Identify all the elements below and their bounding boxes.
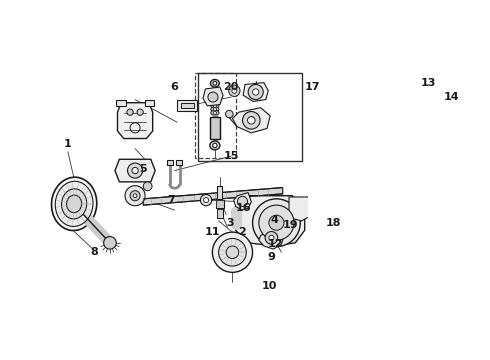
Ellipse shape [213,90,217,94]
Ellipse shape [211,96,219,102]
Polygon shape [236,196,305,246]
Bar [217,209,223,218]
Text: 7: 7 [167,195,175,205]
Bar [167,160,173,165]
Ellipse shape [67,195,82,213]
Ellipse shape [210,141,220,150]
Text: 13: 13 [421,78,436,87]
Circle shape [104,237,116,249]
Circle shape [259,205,294,240]
Circle shape [252,89,259,95]
Text: 3: 3 [227,218,234,228]
Circle shape [219,238,246,266]
Ellipse shape [213,81,217,85]
Bar [181,103,194,108]
Ellipse shape [213,94,217,97]
Polygon shape [203,87,223,106]
Bar [176,160,182,165]
Ellipse shape [51,177,97,230]
Circle shape [127,163,143,178]
Ellipse shape [213,101,217,104]
Text: 18: 18 [325,218,341,228]
Circle shape [269,235,274,240]
Circle shape [203,198,209,203]
Polygon shape [259,229,284,249]
Text: 15: 15 [223,151,239,161]
Circle shape [132,167,138,174]
Text: 6: 6 [171,82,178,92]
Ellipse shape [211,80,219,87]
Circle shape [247,117,255,124]
Ellipse shape [213,111,217,114]
Polygon shape [143,188,283,205]
Circle shape [143,182,152,191]
Circle shape [225,110,233,118]
Polygon shape [118,103,153,139]
Circle shape [125,186,145,206]
Circle shape [127,109,133,115]
Polygon shape [232,108,270,133]
Ellipse shape [211,110,219,115]
Circle shape [133,194,137,198]
Text: 9: 9 [268,252,275,262]
Text: 16: 16 [236,203,251,213]
Circle shape [137,109,143,115]
Circle shape [226,246,239,258]
Text: 17: 17 [305,82,320,92]
Ellipse shape [211,90,219,95]
Text: 19: 19 [282,220,298,230]
Bar [177,100,197,111]
Circle shape [212,232,252,273]
Circle shape [238,196,247,206]
Text: 5: 5 [140,164,147,174]
Circle shape [269,215,284,230]
Ellipse shape [211,93,219,98]
Circle shape [265,231,278,244]
Circle shape [130,191,140,201]
Polygon shape [243,82,268,102]
Ellipse shape [213,104,217,107]
Polygon shape [289,197,313,221]
Circle shape [248,85,263,100]
Polygon shape [116,100,125,106]
Text: 10: 10 [261,280,276,291]
Text: 1: 1 [64,139,72,149]
Text: 12: 12 [268,239,283,249]
Bar [218,186,222,199]
Circle shape [229,85,240,96]
Polygon shape [145,100,154,106]
Ellipse shape [62,189,87,219]
Ellipse shape [211,107,219,112]
Circle shape [232,88,237,93]
Ellipse shape [211,103,219,108]
Circle shape [252,199,300,247]
Text: 20: 20 [223,82,239,92]
Ellipse shape [213,143,217,148]
Bar [195,73,236,158]
Ellipse shape [213,108,217,111]
Bar [198,73,301,161]
Ellipse shape [211,100,219,105]
Text: 14: 14 [443,92,459,102]
Bar [216,200,223,208]
Circle shape [208,92,218,102]
Text: 2: 2 [238,227,246,237]
Bar [210,117,220,139]
Circle shape [200,194,212,206]
Text: 11: 11 [205,226,220,237]
Ellipse shape [213,98,217,100]
Polygon shape [234,193,251,210]
Polygon shape [115,159,155,182]
Circle shape [243,112,260,129]
Ellipse shape [55,181,93,226]
Text: 8: 8 [90,247,98,257]
Text: 4: 4 [270,215,278,225]
